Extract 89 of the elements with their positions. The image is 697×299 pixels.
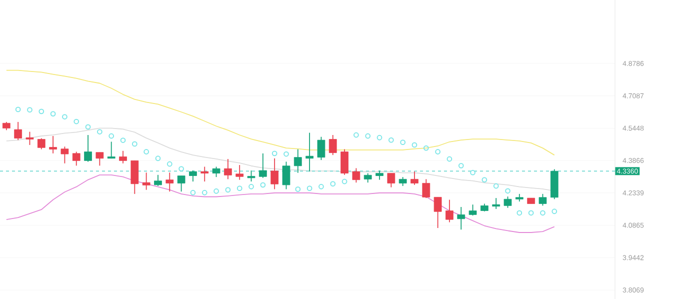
point — [85, 124, 91, 130]
point — [388, 137, 394, 143]
point — [108, 133, 114, 139]
point — [306, 186, 312, 192]
candlestick — [189, 170, 197, 182]
point — [236, 186, 242, 192]
candlestick — [166, 172, 174, 192]
candlestick — [538, 193, 547, 206]
candlestick — [84, 134, 92, 162]
point — [470, 170, 476, 176]
point — [15, 106, 21, 112]
candlestick — [247, 170, 256, 182]
point — [376, 134, 382, 140]
point — [74, 118, 80, 124]
point — [552, 208, 558, 214]
candlestick — [492, 198, 500, 210]
candlestick — [457, 206, 466, 230]
candlestick — [142, 172, 150, 190]
candlestick — [49, 136, 57, 154]
point — [423, 145, 429, 151]
point — [132, 141, 138, 147]
point — [62, 114, 68, 120]
candlestick — [282, 161, 290, 190]
candlestick — [364, 172, 372, 184]
point — [225, 187, 231, 193]
candlestick — [224, 158, 232, 180]
point — [435, 149, 440, 154]
point — [342, 178, 348, 184]
candlestick — [504, 196, 512, 208]
point — [353, 132, 359, 138]
candlestick — [258, 152, 267, 178]
point — [190, 190, 196, 196]
candlestick — [37, 138, 46, 150]
candlestick — [434, 196, 442, 228]
candlestick — [107, 141, 116, 159]
candlestick — [446, 199, 454, 223]
candlestick — [340, 148, 348, 176]
point — [120, 138, 126, 143]
candlestick — [294, 148, 302, 174]
candlestick — [96, 152, 104, 166]
candlestick — [317, 136, 326, 160]
point — [412, 142, 418, 148]
point — [155, 156, 161, 162]
point — [214, 188, 219, 194]
candlestick — [306, 132, 314, 172]
candlestick — [387, 172, 396, 188]
point — [505, 188, 510, 194]
candlestick — [14, 122, 22, 141]
point — [202, 190, 208, 196]
point — [260, 182, 266, 188]
point — [516, 210, 522, 216]
point — [38, 108, 44, 114]
point — [50, 111, 56, 116]
point — [493, 183, 499, 189]
candlestick — [200, 166, 209, 182]
candlestick — [60, 146, 69, 164]
point — [482, 177, 488, 182]
point — [400, 140, 406, 146]
point — [166, 161, 172, 167]
point — [528, 210, 534, 216]
point — [446, 156, 452, 162]
candlestick — [154, 174, 162, 186]
point — [178, 166, 184, 172]
candlestick — [270, 158, 278, 190]
candlestick — [212, 166, 220, 178]
candlestick — [352, 168, 360, 184]
candlestick — [422, 178, 430, 198]
point — [272, 150, 278, 156]
candlestick — [236, 164, 244, 180]
point — [144, 149, 150, 154]
candlestick — [130, 160, 139, 194]
candlestick — [119, 150, 127, 164]
point — [295, 186, 301, 192]
candlestick — [177, 175, 186, 192]
point — [458, 162, 464, 168]
point — [284, 151, 289, 157]
candlestick — [328, 134, 337, 156]
point — [96, 129, 102, 134]
point — [318, 184, 324, 190]
point — [27, 107, 32, 113]
candlestick — [26, 131, 34, 146]
point — [248, 184, 254, 190]
candlestick — [468, 204, 477, 216]
candlestick — [410, 171, 418, 186]
point — [330, 181, 336, 187]
candlestick — [376, 170, 384, 180]
candlestick — [72, 151, 80, 166]
point — [365, 133, 371, 139]
point — [540, 210, 546, 216]
